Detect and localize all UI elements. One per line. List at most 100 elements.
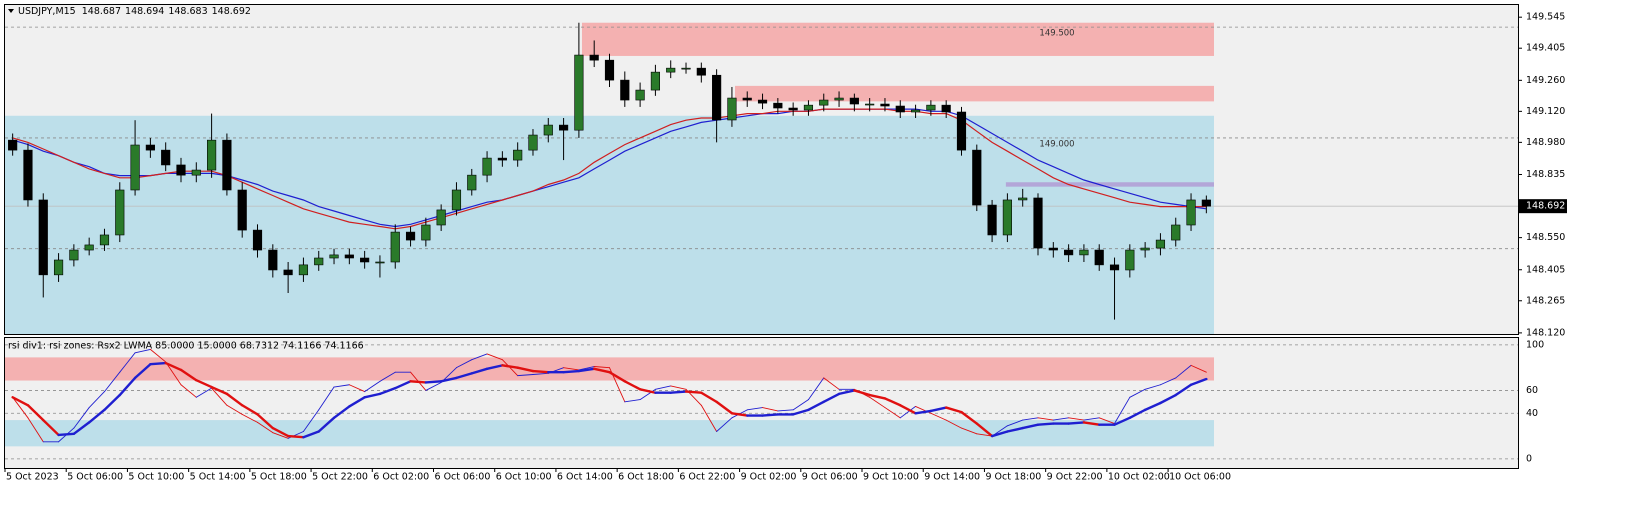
rsi-segment bbox=[975, 422, 994, 438]
x-tick-label: 5 Oct 06:00 bbox=[67, 472, 123, 483]
rsi-segment bbox=[272, 432, 289, 439]
rsi-tick-label: 40 bbox=[1526, 408, 1538, 419]
rsi-segment bbox=[119, 352, 136, 373]
candle-body bbox=[528, 134, 538, 151]
rsi-title: rsi div1: rsi zones: Rsx2 LWMA 85.0000 1… bbox=[8, 341, 364, 352]
rsi-segment bbox=[1144, 384, 1161, 390]
candle-body bbox=[329, 254, 339, 259]
rsi-segment bbox=[516, 366, 535, 373]
x-tick-label: 10 Oct 06:00 bbox=[1169, 472, 1231, 483]
rsi-segment bbox=[317, 416, 336, 433]
candle-body bbox=[145, 144, 155, 151]
rsi-segment bbox=[455, 372, 473, 380]
rsi-segment bbox=[853, 389, 871, 397]
rsi-segment bbox=[777, 409, 794, 412]
y-tick-label: 148.550 bbox=[1526, 232, 1565, 243]
level-label: 149.000 bbox=[1039, 139, 1074, 149]
x-tick-label: 5 Oct 18:00 bbox=[251, 472, 307, 483]
rsi-segment bbox=[424, 380, 443, 384]
rsi-segment bbox=[1190, 364, 1207, 373]
rsi-segment bbox=[624, 399, 641, 403]
quote-open: 148.687 bbox=[82, 6, 121, 17]
price-frame bbox=[4, 4, 1519, 335]
rsi-segment bbox=[133, 363, 152, 380]
rsi-segment bbox=[1143, 401, 1162, 412]
rsi-segment bbox=[884, 407, 901, 419]
rsi-segment bbox=[869, 396, 886, 409]
rsi-segment bbox=[762, 407, 779, 412]
rsi-segment bbox=[532, 372, 549, 375]
candle-body bbox=[926, 104, 936, 111]
menu-arrow[interactable] bbox=[8, 9, 14, 13]
candle-body bbox=[375, 261, 385, 264]
candle-body bbox=[757, 99, 768, 104]
rsi-segment bbox=[990, 430, 1009, 438]
rsi-segment bbox=[684, 390, 703, 394]
rsi-segment bbox=[179, 368, 198, 382]
candle-body bbox=[467, 174, 477, 191]
rsi-segment bbox=[670, 385, 687, 390]
candle-body bbox=[956, 111, 967, 151]
candle-body bbox=[620, 79, 630, 101]
x-tick-label: 5 Oct 2023 bbox=[6, 472, 59, 483]
zone bbox=[1005, 182, 1214, 187]
y-tick-label: 149.545 bbox=[1526, 12, 1565, 23]
candle-body bbox=[222, 139, 232, 191]
candle-body bbox=[1064, 249, 1074, 256]
rsi-segment bbox=[700, 391, 718, 404]
rsi-segment bbox=[715, 400, 734, 415]
candle-body bbox=[1201, 199, 1211, 207]
quote-high: 148.694 bbox=[125, 6, 164, 17]
zone bbox=[734, 85, 1214, 102]
x-tick-label: 10 Oct 02:00 bbox=[1108, 472, 1170, 483]
rsi-segment bbox=[930, 412, 947, 421]
candle-body bbox=[773, 102, 783, 109]
rsi-segment bbox=[225, 392, 244, 407]
rsi-segment bbox=[485, 364, 504, 370]
candle-body bbox=[1079, 249, 1089, 256]
candle-body bbox=[436, 209, 446, 226]
rsi-segment bbox=[593, 366, 610, 369]
rsi-segment bbox=[348, 396, 366, 408]
candle-body bbox=[344, 254, 354, 259]
candle-body bbox=[283, 269, 293, 276]
rsi-segment bbox=[271, 426, 290, 438]
candle-body bbox=[252, 229, 263, 251]
rsi-segment bbox=[104, 371, 121, 393]
rsi-segment bbox=[1128, 408, 1147, 420]
candle-body bbox=[1140, 247, 1150, 251]
rsi-segment bbox=[286, 434, 305, 439]
candle-body bbox=[451, 189, 462, 211]
rsi-segment bbox=[883, 397, 902, 407]
candle-body bbox=[574, 54, 584, 131]
rsi-segment bbox=[899, 404, 917, 415]
rsi-segment bbox=[822, 392, 841, 404]
candle-body bbox=[99, 234, 110, 246]
candle-body bbox=[1048, 247, 1058, 251]
rsi-segment bbox=[180, 384, 197, 398]
rsi-segment bbox=[945, 419, 962, 429]
rsi-segment bbox=[517, 374, 534, 377]
candle-body bbox=[1186, 199, 1196, 226]
candle-body bbox=[207, 139, 217, 171]
rsi-segment bbox=[868, 393, 887, 400]
candle-body bbox=[543, 124, 553, 136]
rsi-segment bbox=[1113, 416, 1132, 426]
grid bbox=[4, 16, 1522, 472]
rsi-segment bbox=[577, 367, 596, 373]
rsi-segment bbox=[165, 361, 182, 386]
rsi-segment bbox=[1036, 422, 1055, 426]
rsi-segment bbox=[210, 385, 229, 396]
y-tick-label: 148.120 bbox=[1526, 327, 1565, 338]
candle-body bbox=[38, 199, 48, 276]
candle-body bbox=[497, 157, 507, 161]
candle-body bbox=[941, 104, 951, 113]
rsi-segment bbox=[226, 404, 243, 415]
candle-body bbox=[650, 71, 660, 91]
rsi-segment bbox=[195, 378, 213, 389]
candle-body bbox=[589, 54, 599, 61]
candle-body bbox=[130, 144, 140, 191]
rsi-segment bbox=[486, 353, 503, 361]
rsi-segment bbox=[1159, 393, 1177, 405]
candle-body bbox=[696, 67, 706, 76]
